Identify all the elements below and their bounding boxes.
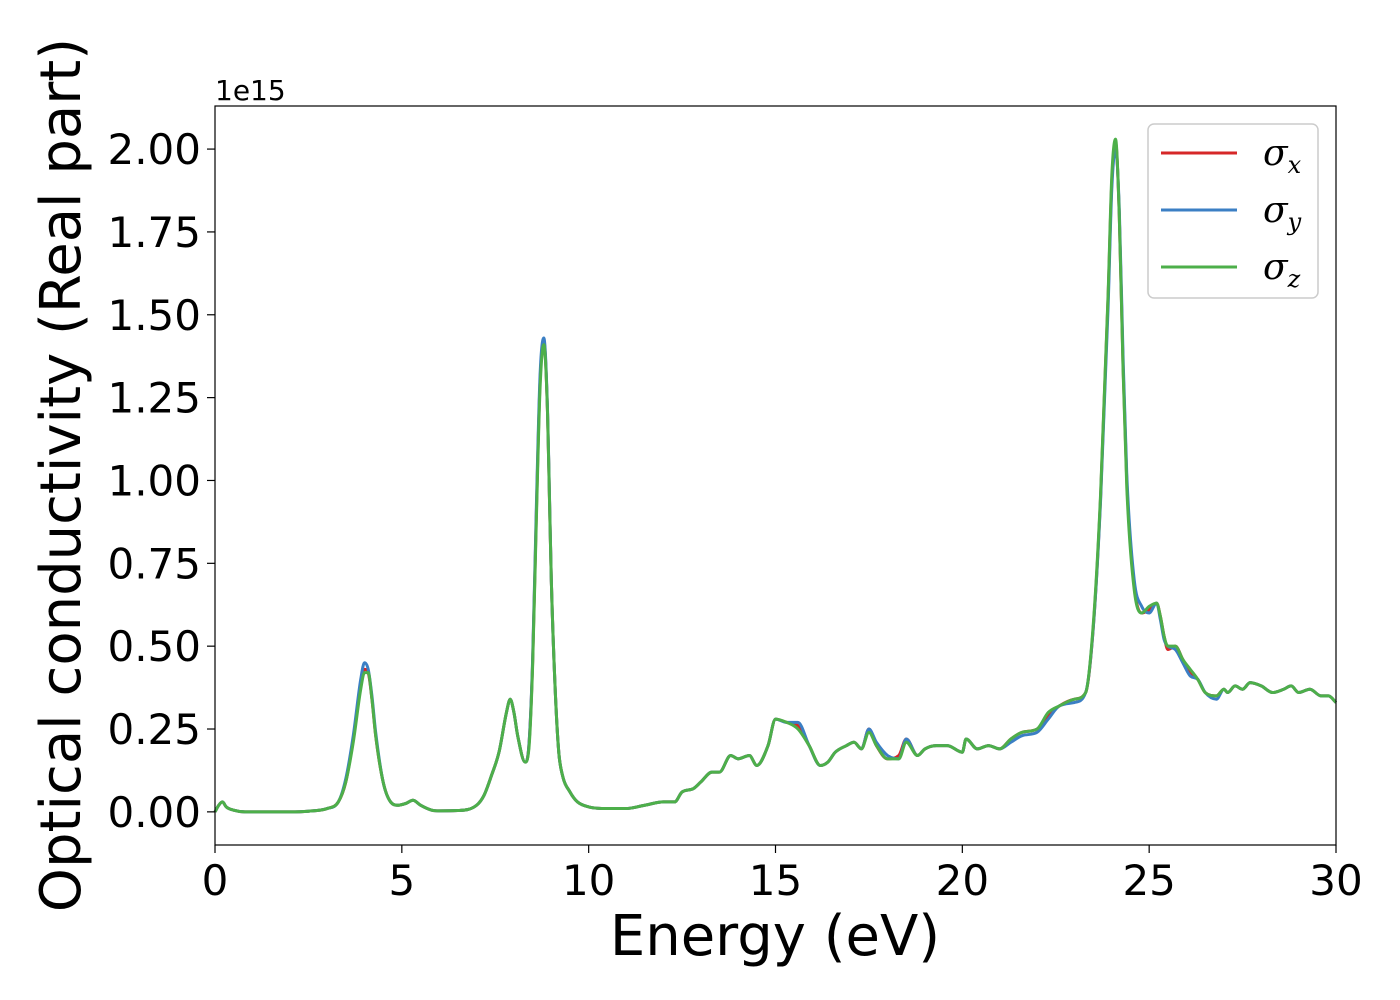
x-axis-title: Energy (eV) [610,904,940,969]
y-tick-label-1.50: 1.50 [107,291,201,340]
x-tick-label-15: 15 [749,856,802,905]
legend: σx σy σz [1147,123,1319,299]
y-offset-text: 1e15 [215,74,286,107]
y-tick-label-1.25: 1.25 [107,374,201,423]
y-axis: 0.00 0.25 0.50 0.75 1.00 1.25 1.50 1.75 2.00 [107,125,215,837]
series-line-sigma-z [213,137,1338,814]
x-tick-label-25: 25 [1122,856,1175,905]
legend-label-sigma-z: σz [1263,247,1301,293]
y-tick-label-1.00: 1.00 [107,456,201,505]
x-tick-label-20: 20 [936,856,989,905]
x-tick-label-10: 10 [562,856,615,905]
y-tick-label-0.25: 0.25 [107,705,201,754]
y-tick-label-0.50: 0.50 [107,622,201,671]
x-tick-label-30: 30 [1309,856,1362,905]
y-tick-label-2.00: 2.00 [107,125,201,174]
x-axis: 0 5 10 15 20 25 30 [202,845,1363,905]
y-tick-label-0.75: 0.75 [107,539,201,588]
y-tick-label-1.75: 1.75 [107,208,201,257]
y-axis-title: Optical conductivity (Real part) [29,38,94,912]
x-tick-label-5: 5 [388,856,415,905]
series-layer [213,137,1338,814]
y-tick-label-0.00: 0.00 [107,788,201,837]
x-tick-label-0: 0 [202,856,229,905]
legend-label-sigma-y: σy [1263,190,1302,236]
legend-label-sigma-x: σx [1263,133,1302,179]
